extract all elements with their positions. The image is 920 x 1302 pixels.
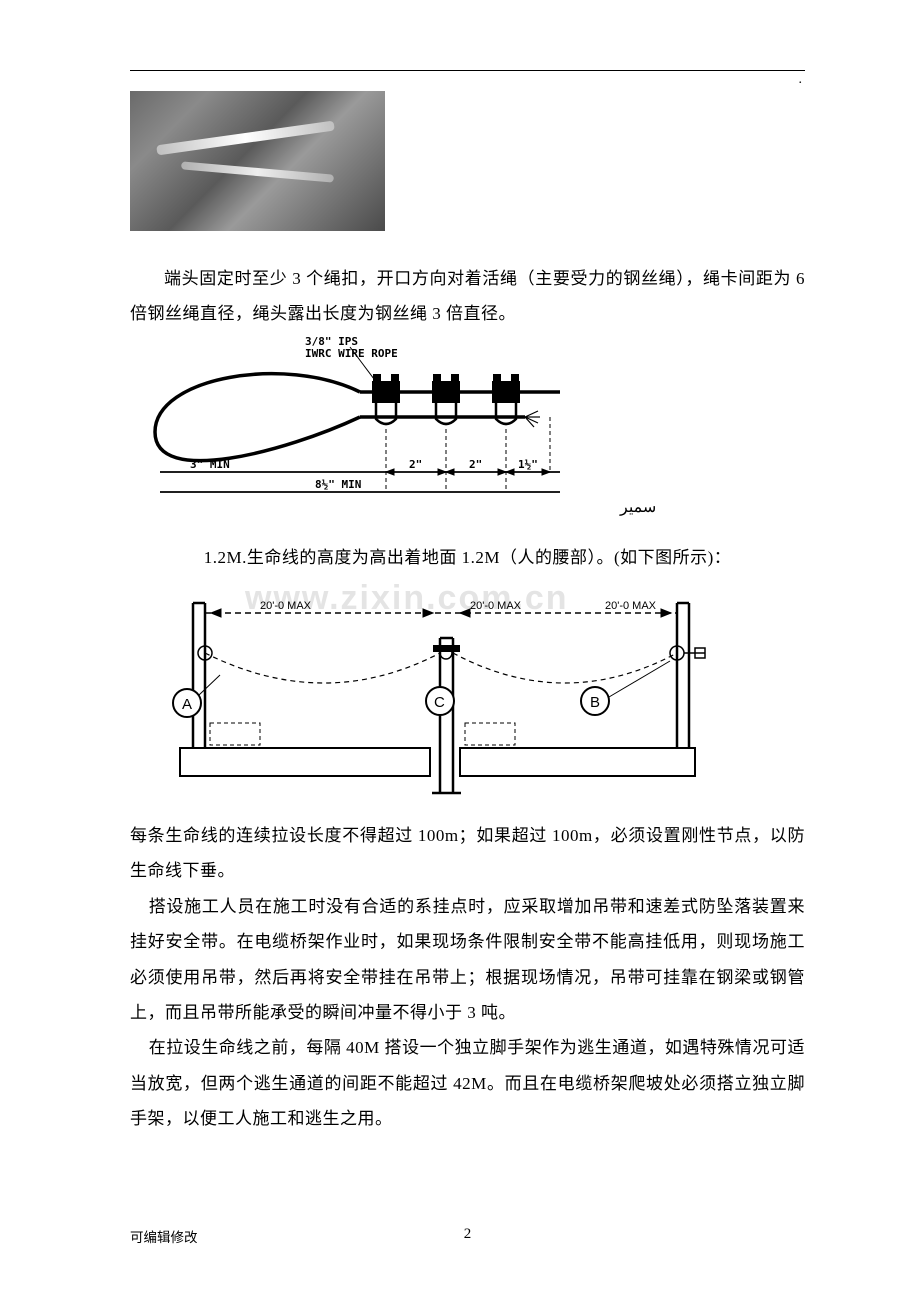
footer-page-number: 2: [464, 1226, 472, 1243]
corner-mark: .: [799, 72, 803, 88]
header-rule: [130, 70, 805, 71]
fig2-label-top2: IWRC WIRE ROPE: [305, 347, 398, 360]
paragraph-1: 端头固定时至少 3 个绳扣，开口方向对着活绳（主要受力的钢丝绳），绳卡间距为 6…: [130, 261, 805, 332]
fig3-node-c: C: [434, 694, 445, 711]
fig2-dim-left: 3" MIN: [190, 458, 230, 471]
fig2-dim-c: 1½": [518, 458, 538, 471]
figure-lifeline-diagram: www.zixin.com.cn: [165, 583, 805, 808]
fig3-node-b: B: [590, 694, 600, 711]
fig2-dim-bottom: 8½" MIN: [315, 478, 361, 491]
photo-wire-rope: [130, 91, 385, 231]
paragraph-5: 在拉设生命线之前，每隔 40M 搭设一个独立脚手架作为逃生通道，如遇特殊情况可适…: [130, 1030, 805, 1136]
fig2-signature: سمير: [619, 499, 656, 516]
page-footer: 可编辑修改 2: [130, 1226, 805, 1247]
fig2-dim-a: 2": [409, 458, 422, 471]
paragraph-2: 1.2M.生命线的高度为高出着地面 1.2M（人的腰部）。(如下图所示)：: [130, 540, 805, 575]
paragraph-3: 每条生命线的连续拉设长度不得超过 100m；如果超过 100m，必须设置刚性节点…: [130, 818, 805, 889]
figure-clamp-diagram: 3/8" IPS IWRC WIRE ROPE: [130, 337, 805, 522]
footer-edit-label: 可编辑修改: [130, 1230, 198, 1245]
fig2-dim-b: 2": [469, 458, 482, 471]
fig3-span2: 20'-0 MAX: [470, 600, 522, 612]
fig3-node-a: A: [182, 696, 192, 713]
paragraph-4: 搭设施工人员在施工时没有合适的系挂点时，应采取增加吊带和速差式防坠落装置来挂好安…: [130, 889, 805, 1030]
fig3-span3: 20'-0 MAX: [605, 600, 657, 612]
fig3-span1: 20'-0 MAX: [260, 600, 312, 612]
